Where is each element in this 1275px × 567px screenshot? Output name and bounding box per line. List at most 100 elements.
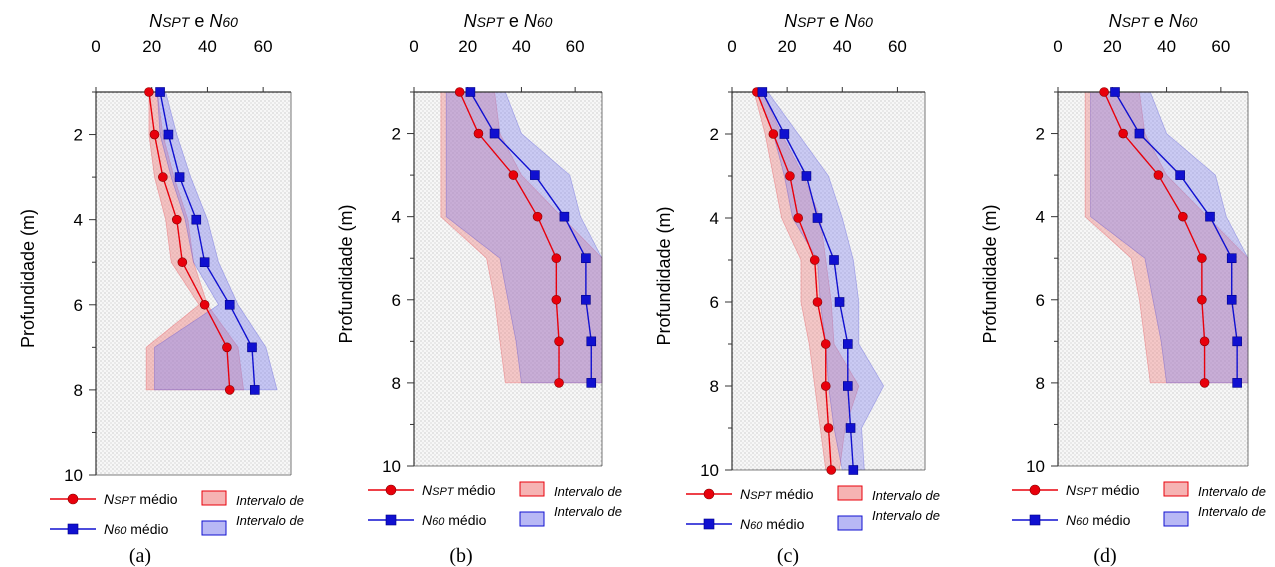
n60-mean-point [586, 378, 597, 388]
legend-nspt-label: NSPT médio [104, 491, 178, 507]
nspt-mean-point [768, 129, 779, 139]
legend-n60-band-swatch [201, 520, 227, 536]
n60-mean-point [1232, 378, 1242, 388]
legend-nspt-band-label: Intervalo de [872, 488, 940, 503]
n60-mean-point [842, 339, 853, 349]
n60-interval-band [1090, 91, 1249, 384]
n60-mean-point [1232, 336, 1242, 347]
n60-mean-point [848, 465, 859, 475]
n60-mean-point [1205, 211, 1215, 222]
n60-mean-point [801, 171, 812, 181]
n60-mean-point [1175, 170, 1185, 180]
nspt-mean-point [224, 385, 235, 395]
legend-nspt-band-swatch [837, 485, 863, 501]
n60-mean-point [559, 211, 570, 222]
n60-mean-point [1134, 128, 1145, 139]
x-tick-label: 60 [1211, 37, 1230, 56]
n60-mean-point [1226, 253, 1237, 264]
n60-mean-point [199, 257, 210, 268]
legend-n60-band-label: Intervalo de [1198, 504, 1266, 519]
chart-title: NSPT e N60 [1109, 11, 1198, 31]
nspt-mean-point [793, 213, 803, 223]
y-axis-label: Profundidade (m) [336, 204, 356, 343]
legend-n60-label: N60 médio [104, 521, 169, 537]
x-tick-label: 0 [409, 37, 418, 56]
nspt-mean-point [823, 423, 834, 433]
n60-mean-line [761, 91, 855, 471]
n60-mean-point [530, 170, 540, 180]
x-tick-label: 40 [512, 37, 531, 56]
x-tick-label: 60 [888, 37, 907, 56]
panel-caption: (a) [129, 545, 151, 567]
legend-nspt-marker [385, 484, 397, 496]
chart-panel-d: 0 20 40 60 2 4 6 8 10 NSPT e N60 Profundidade (m) N… [980, 11, 1266, 567]
y-axis-label: Profundidade (m) [18, 209, 38, 348]
x-tick-label: 20 [458, 37, 477, 56]
panel-caption: (b) [449, 545, 472, 567]
legend-nspt-label: NSPT médio [1066, 482, 1140, 498]
n60-mean-point [224, 299, 235, 310]
n60-mean-point [834, 297, 845, 307]
chart-title: NSPT e N60 [784, 11, 873, 31]
legend-nspt-band-label: Intervalo de [1198, 484, 1266, 499]
nspt-mean-line [756, 91, 832, 471]
nspt-mean-point [532, 211, 543, 222]
n60-mean-point [155, 87, 165, 97]
x-tick-label: 20 [778, 37, 797, 56]
n60-mean-line [469, 91, 592, 383]
nspt-mean-point [177, 257, 188, 268]
legend-nspt-band-swatch [1163, 481, 1189, 497]
legend-n60-marker [67, 523, 79, 535]
n60-mean-point [845, 423, 856, 433]
nspt-mean-point [454, 87, 465, 97]
x-tick-label: 40 [198, 37, 217, 56]
y-tick-label: 2 [710, 125, 719, 144]
legend-n60-label: N60 médio [422, 512, 487, 528]
legend-n60-marker [703, 518, 715, 530]
nspt-mean-line [1103, 91, 1206, 383]
nspt-mean-point [551, 253, 562, 264]
y-tick-label: 8 [74, 381, 83, 400]
y-axis-label: Profundidade (m) [654, 206, 674, 345]
nspt-mean-point [1199, 336, 1210, 347]
nspt-mean-point [809, 255, 820, 265]
panel-caption: (c) [777, 545, 799, 567]
y-tick-label: 10 [700, 461, 719, 480]
nspt-mean-point [554, 336, 564, 347]
nspt-mean-point [1118, 128, 1128, 139]
n60-mean-point [191, 214, 202, 225]
nspt-mean-point [144, 87, 154, 97]
y-tick-label: 4 [392, 208, 401, 227]
n60-mean-point [757, 87, 768, 97]
legend-nspt-marker [703, 488, 715, 500]
legend-n60-band-swatch [837, 515, 863, 531]
nspt-mean-point [826, 465, 837, 475]
y-tick-label: 10 [382, 457, 401, 476]
legend-n60-band-swatch [1163, 511, 1189, 527]
nspt-mean-point [222, 342, 232, 353]
legend-n60-band-label: Intervalo de [872, 508, 940, 523]
n60-mean-point [465, 87, 476, 97]
chart-panel-b: 0 20 40 60 2 4 6 8 10 NSPT e N60 Profundidade (m) N… [336, 11, 622, 567]
y-tick-label: 4 [710, 209, 719, 228]
n60-interval-band [154, 91, 278, 391]
n60-mean-point [581, 253, 591, 264]
nspt-mean-point [158, 172, 168, 182]
chart-legend: NSPT médio N60 médio Intervalo de Intervalo… [686, 485, 940, 532]
x-tick-label: 20 [142, 37, 161, 56]
nspt-mean-point [1197, 294, 1207, 305]
n60-mean-point [174, 172, 185, 182]
y-tick-label: 8 [1036, 374, 1045, 393]
nspt-mean-point [508, 170, 519, 180]
nspt-mean-point [785, 171, 795, 181]
y-tick-label: 8 [392, 374, 401, 393]
x-tick-label: 40 [833, 37, 852, 56]
nspt-mean-point [1099, 87, 1109, 97]
nspt-mean-point [1199, 378, 1210, 388]
legend-n60-marker [385, 514, 397, 526]
legend-n60-band-swatch [519, 511, 545, 527]
x-tick-label: 20 [1103, 37, 1122, 56]
chart-panel-c: 0 20 40 60 2 4 6 8 10 NSPT e N60 Profundidade (m) N… [654, 11, 940, 567]
nspt-mean-line [148, 91, 231, 390]
